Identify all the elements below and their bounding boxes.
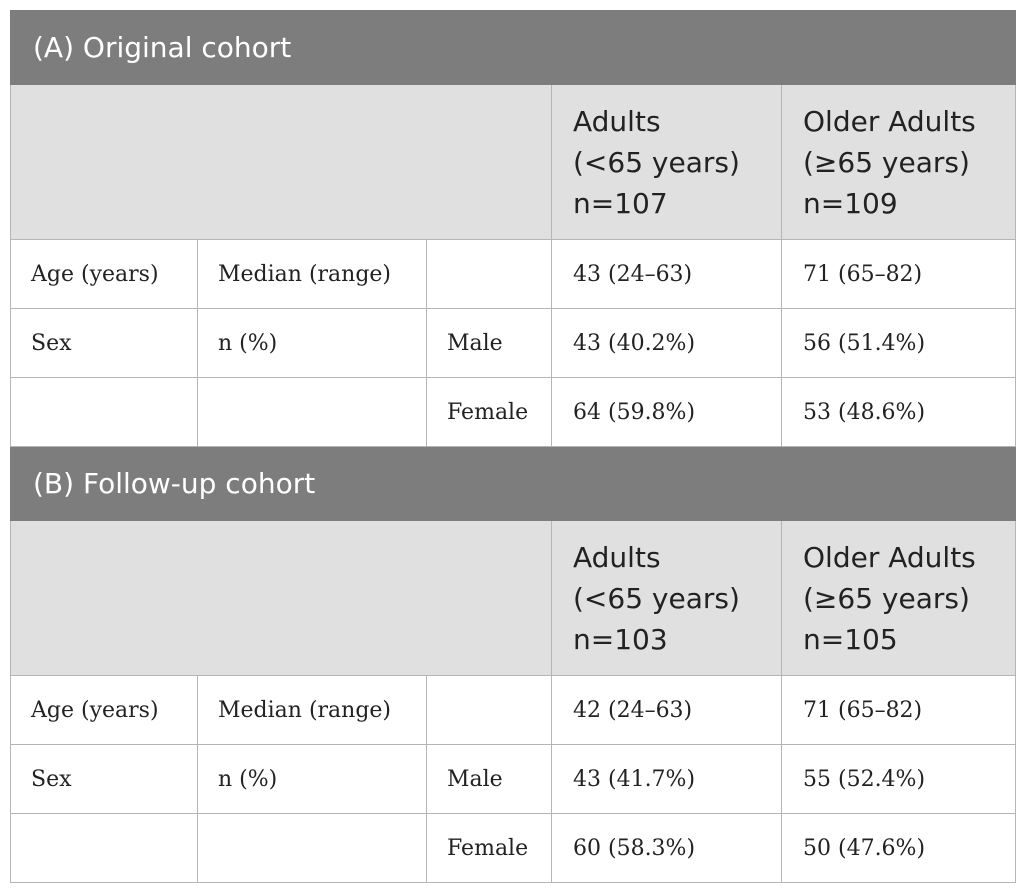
adults-value: 42 (24–63) xyxy=(551,675,782,745)
row-label xyxy=(10,377,198,447)
row-category: Female xyxy=(426,377,552,447)
table-row: Age (years) Median (range) 43 (24–63) 71… xyxy=(10,239,1017,309)
adults-value: 64 (59.8%) xyxy=(551,377,782,447)
section-b-title-row: (B) Follow-up cohort xyxy=(9,446,1017,521)
row-statistic: n (%) xyxy=(197,744,427,814)
table-row: Sex n (%) Male 43 (40.2%) 56 (51.4%) xyxy=(10,308,1017,378)
row-statistic xyxy=(197,377,427,447)
adults-value: 43 (41.7%) xyxy=(551,744,782,814)
section-a-title: (A) Original cohort xyxy=(9,10,1017,85)
section-a-header-row: Adults (<65 years) n=107 Older Adults (≥… xyxy=(10,84,1017,240)
section-b-title: (B) Follow-up cohort xyxy=(9,446,1017,521)
row-statistic: Median (range) xyxy=(197,675,427,745)
column-header-adults: Adults (<65 years) n=103 xyxy=(551,520,782,676)
adults-value: 43 (24–63) xyxy=(551,239,782,309)
row-label: Sex xyxy=(10,308,198,378)
adults-value: 43 (40.2%) xyxy=(551,308,782,378)
demographics-table: (A) Original cohort Adults (<65 years) n… xyxy=(9,10,1017,883)
older-adults-value: 56 (51.4%) xyxy=(780,308,1017,378)
table-row: Sex n (%) Male 43 (41.7%) 55 (52.4%) xyxy=(10,744,1017,814)
row-category xyxy=(426,675,552,745)
row-category xyxy=(426,239,552,309)
row-statistic: n (%) xyxy=(197,308,427,378)
column-header-older-adults: Older Adults (≥65 years) n=105 xyxy=(780,520,1017,676)
section-a-title-row: (A) Original cohort xyxy=(9,10,1017,85)
older-adults-value: 50 (47.6%) xyxy=(780,813,1017,883)
older-adults-value: 53 (48.6%) xyxy=(780,377,1017,447)
row-label: Age (years) xyxy=(10,675,198,745)
table-row: Age (years) Median (range) 42 (24–63) 71… xyxy=(10,675,1017,745)
row-label: Sex xyxy=(10,744,198,814)
column-header-older-adults: Older Adults (≥65 years) n=109 xyxy=(780,84,1017,240)
older-adults-value: 71 (65–82) xyxy=(780,239,1017,309)
row-category: Male xyxy=(426,308,552,378)
row-label xyxy=(10,813,198,883)
table-row: Female 60 (58.3%) 50 (47.6%) xyxy=(10,813,1017,883)
row-category: Female xyxy=(426,813,552,883)
header-blank-cell xyxy=(10,84,552,240)
row-category: Male xyxy=(426,744,552,814)
table-row: Female 64 (59.8%) 53 (48.6%) xyxy=(10,377,1017,447)
column-header-adults: Adults (<65 years) n=107 xyxy=(551,84,782,240)
older-adults-value: 71 (65–82) xyxy=(780,675,1017,745)
older-adults-value: 55 (52.4%) xyxy=(780,744,1017,814)
row-label: Age (years) xyxy=(10,239,198,309)
section-b-header-row: Adults (<65 years) n=103 Older Adults (≥… xyxy=(10,520,1017,676)
header-blank-cell xyxy=(10,520,552,676)
row-statistic: Median (range) xyxy=(197,239,427,309)
row-statistic xyxy=(197,813,427,883)
adults-value: 60 (58.3%) xyxy=(551,813,782,883)
